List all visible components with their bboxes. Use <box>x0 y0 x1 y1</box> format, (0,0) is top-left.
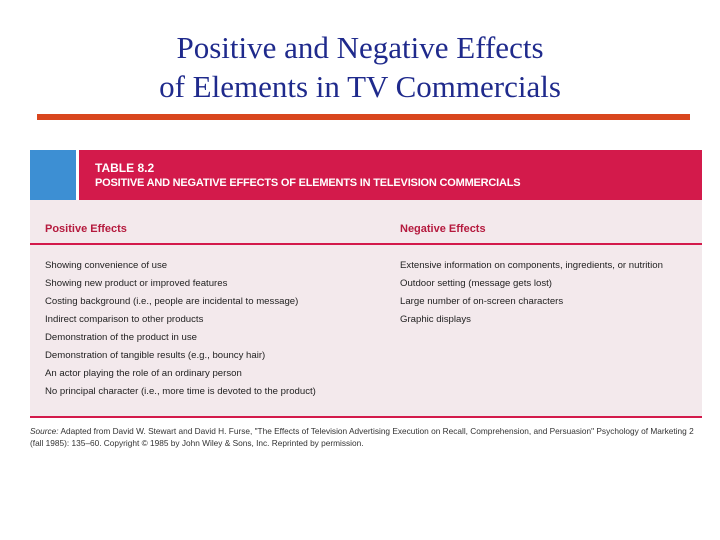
table-caption: POSITIVE AND NEGATIVE EFFECTS OF ELEMENT… <box>95 177 521 189</box>
positive-effects-header: Positive Effects <box>45 223 127 235</box>
list-item: Showing new product or improved features <box>45 278 228 289</box>
source-line-2: (fall 1985): 135–60. Copyright © 1985 by… <box>30 438 364 448</box>
column-header-divider <box>30 243 702 245</box>
table-number: TABLE 8.2 <box>95 161 155 175</box>
table-tab-accent <box>30 150 76 200</box>
source-label: Source: <box>30 426 59 436</box>
table-header-band: TABLE 8.2 POSITIVE AND NEGATIVE EFFECTS … <box>30 150 702 200</box>
positive-effects-list: Showing convenience of use Showing new p… <box>45 257 316 401</box>
table-tab-gap <box>76 150 79 200</box>
list-item: Large number of on-screen characters <box>400 296 564 307</box>
table-bottom-divider <box>30 416 702 418</box>
list-item: Extensive information on components, ing… <box>400 260 663 271</box>
source-line-1: Source: Adapted from David W. Stewart an… <box>30 425 702 437</box>
list-item: Costing background (i.e., people are inc… <box>45 296 299 307</box>
negative-effects-list: Extensive information on components, ing… <box>400 257 663 329</box>
source-note: Source: Adapted from David W. Stewart an… <box>30 425 702 449</box>
table-figure: TABLE 8.2 POSITIVE AND NEGATIVE EFFECTS … <box>30 150 702 418</box>
list-item: Demonstration of the product in use <box>45 332 197 343</box>
slide-title-line-1: Positive and Negative Effects <box>176 30 544 65</box>
list-item: Demonstration of tangible results (e.g.,… <box>45 350 266 361</box>
list-item: Outdoor setting (message gets lost) <box>400 278 552 289</box>
source-citation: Adapted from David W. Stewart and David … <box>60 426 694 436</box>
negative-effects-header: Negative Effects <box>400 223 486 235</box>
list-item: Indirect comparison to other products <box>45 314 204 325</box>
slide-title: Positive and Negative Effects of Element… <box>0 28 720 106</box>
slide-title-line-2: of Elements in TV Commercials <box>159 69 561 104</box>
list-item: An actor playing the role of an ordinary… <box>45 368 242 379</box>
title-divider <box>37 114 690 120</box>
list-item: Showing convenience of use <box>45 260 168 271</box>
list-item: No principal character (i.e., more time … <box>45 386 316 397</box>
list-item: Graphic displays <box>400 314 471 325</box>
